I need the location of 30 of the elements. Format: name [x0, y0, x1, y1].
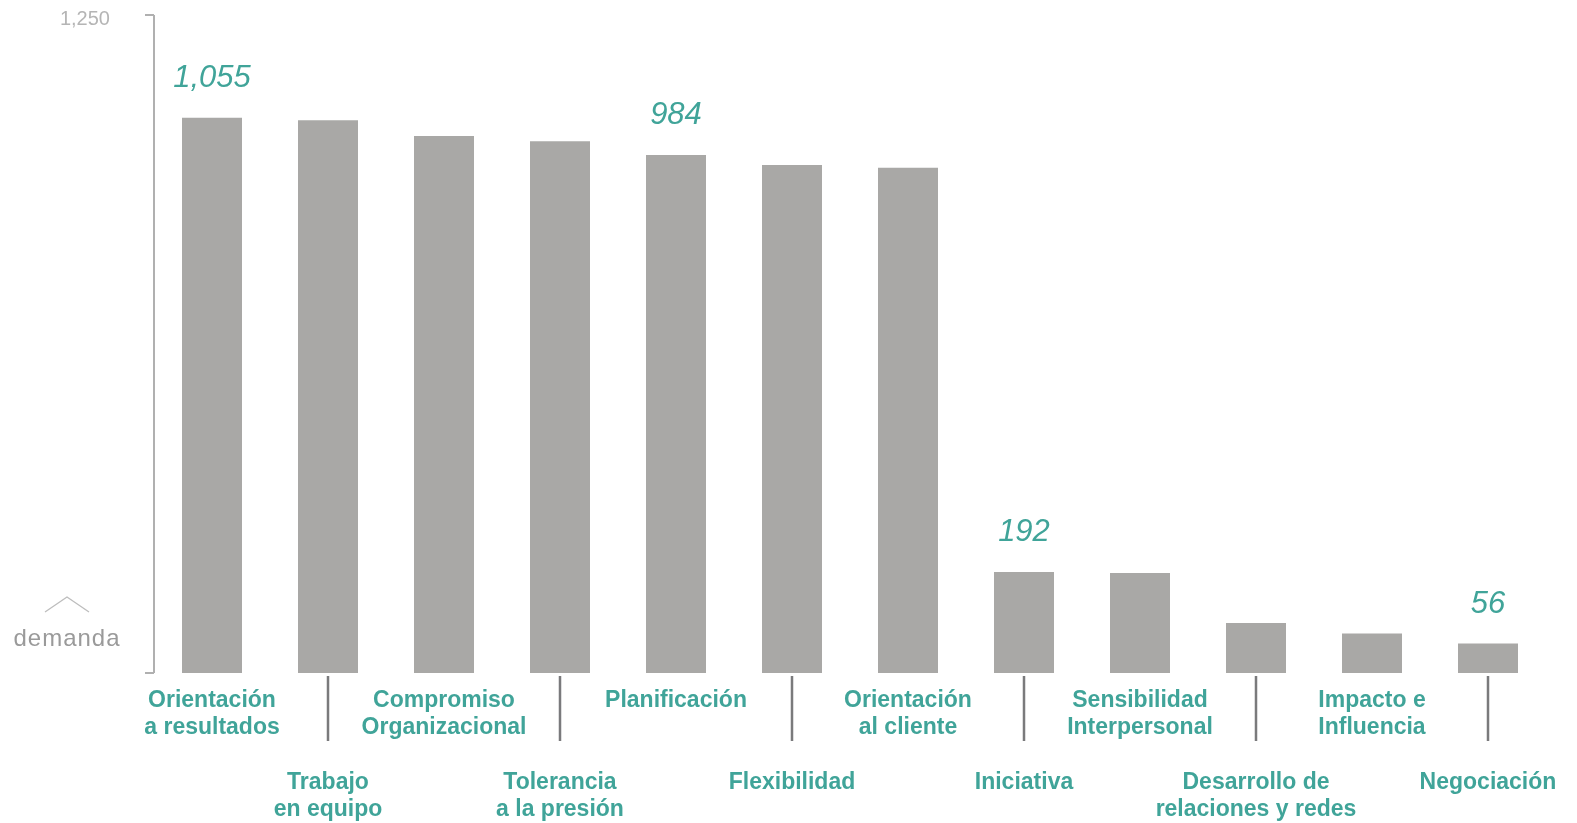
bar	[298, 120, 358, 673]
x-tick-label: Orientación a resultados	[144, 686, 280, 739]
bar	[182, 117, 242, 673]
bar	[1226, 622, 1286, 673]
bar	[994, 571, 1054, 673]
data-label: 192	[998, 512, 1050, 548]
y-axis-title: demanda	[13, 624, 121, 651]
bar	[1342, 633, 1402, 673]
bar	[878, 167, 938, 673]
x-tick-label: Negociación	[1419, 768, 1557, 794]
bar	[414, 136, 474, 673]
bar	[1458, 643, 1518, 673]
x-tick-label: Compromiso Organizacional	[361, 686, 527, 739]
x-tick-label: Planificación	[605, 686, 747, 712]
x-tick-label: Impacto e Influencia	[1318, 686, 1426, 739]
x-tick-label: Sensibilidad Interpersonal	[1067, 686, 1213, 739]
x-tick-label: Desarrollo de relaciones y redes	[1155, 768, 1357, 821]
data-label: 1,055	[173, 58, 252, 94]
x-tick-label: Tolerancia a la presión	[496, 768, 624, 821]
bar	[530, 141, 590, 673]
x-tick-label: Iniciativa	[974, 768, 1074, 794]
x-tick-label: Flexibilidad	[728, 768, 856, 794]
x-tick-label: Trabajo en equipo	[273, 768, 383, 821]
bar	[646, 155, 706, 673]
x-tick-label: Orientación al cliente	[844, 686, 972, 739]
data-label: 984	[650, 96, 702, 132]
bar	[1110, 572, 1170, 673]
bar	[762, 165, 822, 673]
data-label: 56	[1470, 584, 1506, 620]
y-tick-label: 1,250	[59, 7, 110, 30]
